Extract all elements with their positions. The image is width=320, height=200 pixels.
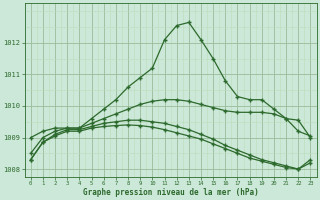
- X-axis label: Graphe pression niveau de la mer (hPa): Graphe pression niveau de la mer (hPa): [83, 188, 259, 197]
